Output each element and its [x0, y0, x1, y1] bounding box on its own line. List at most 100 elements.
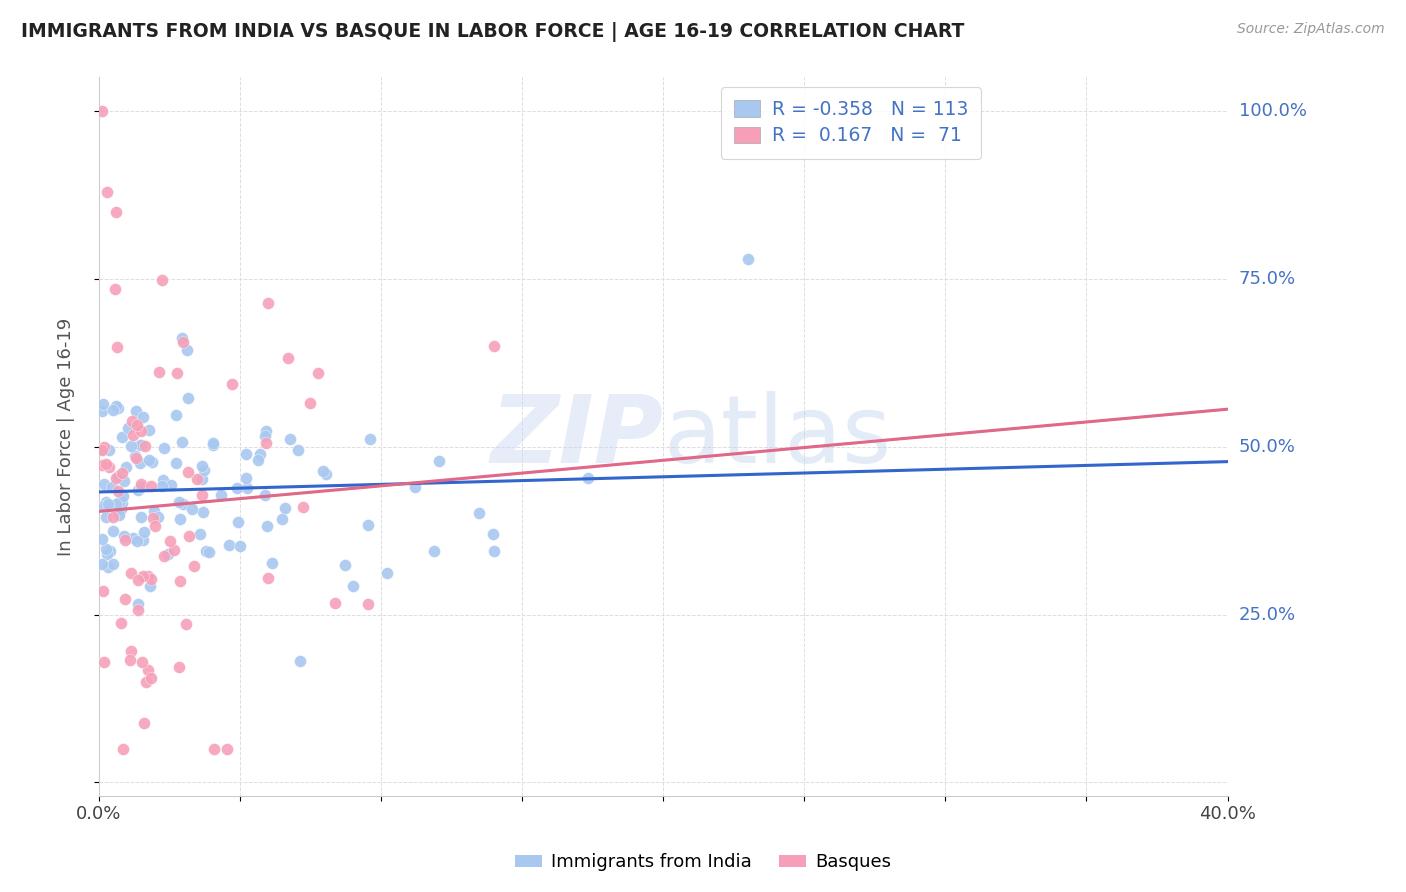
Point	[111, 741, 134, 756]
Point	[262, 556, 284, 570]
Point	[737, 252, 759, 266]
Point	[114, 592, 136, 607]
Text: 100.0%: 100.0%	[1239, 102, 1306, 120]
Point	[254, 424, 277, 438]
Text: atlas: atlas	[664, 391, 891, 483]
Point	[307, 367, 329, 381]
Point	[91, 397, 114, 411]
Point	[177, 465, 200, 479]
Point	[111, 430, 134, 444]
Point	[107, 508, 129, 523]
Point	[136, 568, 159, 582]
Point	[120, 644, 142, 658]
Point	[180, 502, 202, 516]
Legend: R = -0.358   N = 113, R =  0.167   N =  71: R = -0.358 N = 113, R = 0.167 N = 71	[721, 87, 981, 159]
Point	[152, 549, 174, 563]
Point	[127, 597, 149, 611]
Point	[107, 469, 129, 483]
Point	[163, 543, 186, 558]
Point	[112, 474, 135, 488]
Point	[111, 496, 134, 510]
Point	[132, 409, 155, 424]
Point	[315, 467, 337, 482]
Point	[94, 457, 117, 471]
Point	[120, 438, 142, 452]
Point	[101, 509, 124, 524]
Point	[103, 524, 125, 539]
Point	[190, 459, 212, 474]
Legend: Immigrants from India, Basques: Immigrants from India, Basques	[508, 847, 898, 879]
Point	[128, 438, 150, 452]
Point	[287, 442, 309, 457]
Point	[221, 377, 243, 392]
Point	[127, 534, 149, 549]
Point	[198, 545, 221, 559]
Point	[112, 529, 135, 543]
Point	[96, 510, 118, 524]
Point	[141, 455, 163, 469]
Point	[96, 542, 118, 557]
Point	[108, 494, 131, 508]
Point	[183, 559, 205, 574]
Point	[159, 533, 181, 548]
Point	[94, 495, 117, 509]
Text: ZIP: ZIP	[491, 391, 664, 483]
Point	[246, 452, 269, 467]
Point	[167, 660, 190, 674]
Point	[249, 447, 271, 461]
Text: Source: ZipAtlas.com: Source: ZipAtlas.com	[1237, 22, 1385, 37]
Point	[153, 441, 176, 455]
Point	[131, 424, 153, 438]
Point	[148, 510, 170, 524]
Point	[97, 459, 120, 474]
Point	[96, 560, 118, 574]
Point	[257, 296, 280, 310]
Point	[194, 544, 217, 558]
Point	[342, 579, 364, 593]
Point	[91, 532, 114, 546]
Point	[104, 399, 127, 413]
Point	[93, 477, 115, 491]
Point	[97, 497, 120, 511]
Point	[274, 500, 297, 515]
Point	[174, 617, 197, 632]
Point	[270, 512, 292, 526]
Point	[188, 527, 211, 541]
Point	[136, 663, 159, 677]
Point	[90, 442, 112, 456]
Point	[172, 497, 194, 511]
Point	[218, 537, 240, 551]
Point	[139, 579, 162, 593]
Point	[165, 408, 187, 422]
Point	[90, 442, 112, 457]
Point	[143, 519, 166, 533]
Point	[193, 463, 215, 477]
Point	[121, 414, 143, 428]
Point	[156, 547, 179, 561]
Point	[482, 526, 505, 541]
Text: 25.0%: 25.0%	[1239, 606, 1296, 624]
Point	[96, 547, 118, 561]
Point	[169, 512, 191, 526]
Point	[132, 716, 155, 731]
Point	[117, 420, 139, 434]
Point	[134, 439, 156, 453]
Point	[107, 401, 129, 415]
Y-axis label: In Labor Force | Age 16-19: In Labor Force | Age 16-19	[58, 318, 75, 556]
Point	[107, 483, 129, 498]
Point	[134, 525, 156, 540]
Point	[139, 572, 162, 586]
Point	[254, 488, 277, 502]
Point	[482, 339, 505, 353]
Point	[90, 558, 112, 572]
Point	[177, 391, 200, 405]
Point	[226, 482, 249, 496]
Text: IMMIGRANTS FROM INDIA VS BASQUE IN LABOR FORCE | AGE 16-19 CORRELATION CHART: IMMIGRANTS FROM INDIA VS BASQUE IN LABOR…	[21, 22, 965, 42]
Point	[93, 500, 115, 514]
Point	[169, 574, 191, 588]
Point	[254, 429, 277, 443]
Point	[172, 335, 194, 350]
Point	[125, 417, 148, 432]
Point	[121, 428, 143, 442]
Point	[127, 573, 149, 587]
